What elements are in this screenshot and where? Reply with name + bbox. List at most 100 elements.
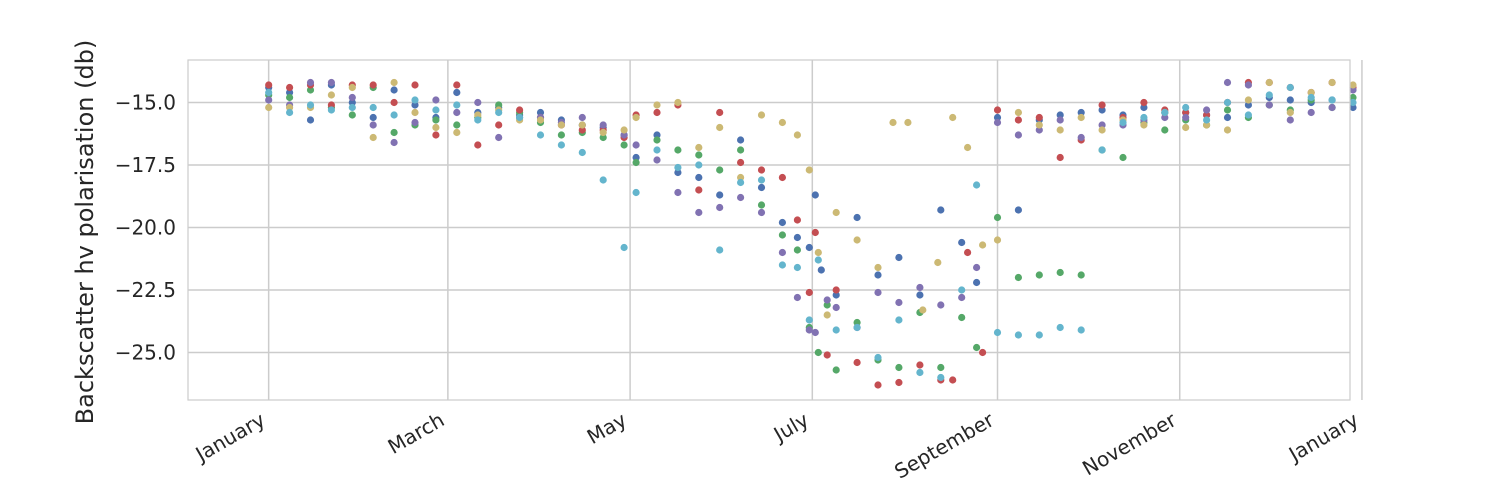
data-point	[889, 118, 897, 127]
data-point	[805, 326, 813, 334]
data-point	[778, 173, 787, 182]
data-point	[557, 121, 566, 129]
x-tick-label: March	[384, 408, 449, 459]
data-point	[453, 128, 461, 137]
data-point	[653, 146, 661, 154]
data-point	[632, 188, 640, 197]
data-point	[695, 173, 703, 182]
data-point	[674, 146, 682, 154]
data-points	[265, 78, 1357, 389]
data-point	[1014, 206, 1023, 214]
data-point	[695, 208, 703, 217]
data-point	[286, 108, 294, 117]
data-point	[1014, 331, 1023, 339]
data-point	[1119, 153, 1127, 162]
data-point	[453, 81, 461, 89]
data-point	[1203, 116, 1211, 124]
data-point	[369, 121, 377, 129]
data-point	[578, 121, 586, 129]
x-tick-label: November	[1078, 407, 1181, 480]
data-point	[811, 228, 819, 237]
data-point	[306, 116, 315, 124]
data-point	[973, 343, 981, 352]
data-point	[265, 96, 273, 104]
data-point	[793, 293, 802, 302]
data-point	[653, 131, 661, 139]
data-point	[805, 243, 813, 252]
data-point	[265, 88, 273, 97]
data-point	[632, 153, 640, 162]
data-point	[958, 238, 966, 247]
data-point	[306, 101, 315, 109]
data-point	[453, 88, 461, 97]
data-point	[716, 191, 724, 199]
data-point	[832, 286, 840, 294]
data-point	[1077, 133, 1085, 142]
data-point	[1161, 113, 1169, 122]
data-point	[411, 108, 419, 117]
data-point	[536, 116, 545, 124]
data-point	[674, 168, 682, 177]
data-point	[632, 158, 640, 167]
data-point	[937, 301, 945, 309]
data-point	[757, 111, 766, 119]
data-point	[1203, 106, 1211, 114]
data-point	[327, 101, 335, 109]
data-point	[993, 106, 1002, 114]
data-point	[793, 263, 802, 272]
data-point	[327, 91, 335, 99]
data-point	[578, 148, 586, 157]
data-point	[453, 101, 461, 109]
data-point	[620, 131, 628, 139]
data-point	[1244, 96, 1252, 104]
data-point	[993, 236, 1002, 244]
data-point	[934, 258, 942, 267]
data-point	[695, 151, 703, 159]
data-point	[1035, 121, 1043, 129]
data-point	[632, 113, 640, 122]
data-point	[674, 98, 682, 107]
data-point	[1203, 111, 1211, 119]
data-point	[916, 368, 924, 377]
data-point	[874, 381, 882, 389]
data-point	[432, 106, 440, 114]
data-point	[814, 256, 822, 264]
data-point	[1349, 93, 1357, 102]
data-point	[757, 183, 766, 192]
data-point	[1161, 126, 1169, 134]
data-point	[369, 81, 377, 89]
data-point	[495, 108, 503, 117]
data-point	[1077, 113, 1085, 122]
data-point	[432, 123, 440, 132]
data-point	[874, 288, 882, 297]
data-point	[778, 231, 787, 239]
data-point	[620, 141, 628, 149]
data-point	[919, 306, 927, 314]
data-point	[1035, 113, 1043, 122]
data-point	[1182, 103, 1190, 112]
data-point	[1035, 331, 1043, 339]
data-point	[348, 93, 356, 102]
data-point	[823, 301, 831, 309]
data-point	[716, 246, 724, 254]
data-point	[620, 126, 628, 134]
data-point	[516, 106, 524, 114]
y-tick-label: −25.0	[115, 341, 176, 365]
data-point	[853, 236, 861, 244]
data-point	[1328, 96, 1336, 104]
data-point	[964, 143, 972, 152]
data-point	[853, 323, 861, 332]
data-point	[958, 286, 966, 294]
data-point	[1098, 121, 1106, 129]
data-point	[411, 96, 419, 104]
data-point	[793, 246, 802, 254]
data-point	[265, 103, 273, 112]
x-tick-label: July	[768, 407, 813, 447]
data-point	[495, 121, 503, 129]
data-point	[757, 208, 766, 217]
data-point	[895, 316, 903, 324]
data-point	[327, 78, 335, 87]
data-point	[973, 181, 981, 189]
data-point	[474, 116, 482, 124]
